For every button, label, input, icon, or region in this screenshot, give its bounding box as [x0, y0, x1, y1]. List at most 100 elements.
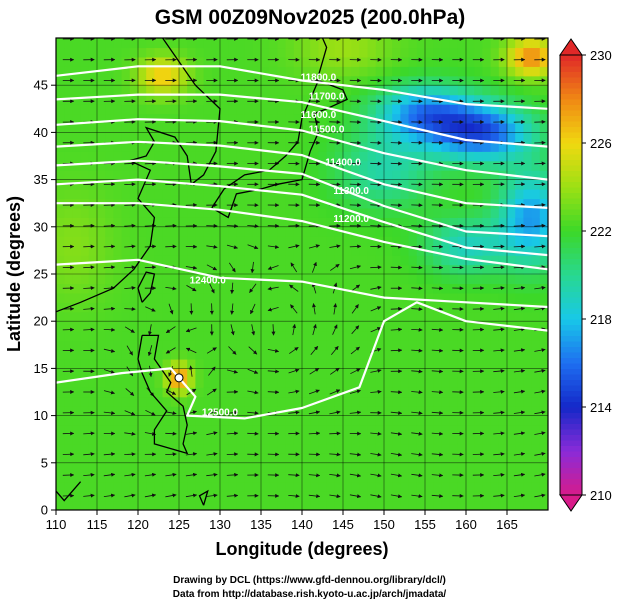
heatmap-cell [490, 217, 500, 228]
heatmap-cell [138, 151, 147, 162]
heatmap-cell [343, 75, 352, 86]
heatmap-cell [203, 113, 213, 124]
heatmap-cell [293, 170, 303, 181]
heatmap-cell [416, 38, 426, 49]
wind-arrow [144, 493, 157, 498]
heatmap-cell [408, 56, 418, 67]
heatmap-cell [162, 443, 172, 454]
heatmap-cell [425, 217, 434, 228]
heatmap-cell [302, 425, 311, 436]
heatmap-cell [97, 85, 106, 96]
heatmap-cell [310, 453, 319, 464]
heatmap-cell [392, 330, 401, 341]
heatmap-cell [220, 170, 229, 181]
heatmap-cell [195, 226, 205, 237]
heatmap-cell [244, 481, 254, 492]
heatmap-cell [449, 141, 459, 152]
heatmap-cell [220, 151, 229, 162]
heatmap-cell [56, 368, 65, 379]
heatmap-cell [515, 377, 524, 388]
heatmap-cell [318, 425, 328, 436]
wind-arrow [168, 365, 174, 377]
heatmap-cell [220, 236, 229, 247]
heatmap-cell [326, 434, 336, 445]
heatmap-cell [170, 377, 180, 388]
heatmap-cell [170, 321, 180, 332]
heatmap-cell [351, 132, 360, 143]
heatmap-cell [457, 434, 467, 445]
heatmap-cell [531, 236, 541, 247]
heatmap-cell [113, 349, 123, 360]
heatmap-cell [343, 170, 352, 181]
wind-arrow [250, 303, 256, 315]
heatmap-cell [154, 179, 164, 190]
heatmap-cell [507, 226, 516, 237]
heatmap-cell [252, 189, 262, 200]
heatmap-cell [515, 198, 524, 209]
heatmap-cell [154, 406, 164, 417]
heatmap-cell [138, 434, 147, 445]
heatmap-cell [539, 311, 548, 322]
heatmap-cell [179, 321, 188, 332]
heatmap-cell [72, 377, 82, 388]
heatmap-cell [129, 292, 139, 303]
wind-arrow [431, 286, 444, 291]
heatmap-cell [88, 207, 98, 218]
heatmap-cell [121, 387, 131, 398]
heatmap-cell [531, 321, 541, 332]
heatmap-cell [244, 330, 254, 341]
heatmap-cell [195, 462, 205, 473]
heatmap-cell [105, 160, 114, 171]
heatmap-cell [400, 226, 410, 237]
heatmap-cell [466, 453, 475, 464]
heatmap-cell [121, 302, 131, 313]
heatmap-cell [482, 283, 492, 294]
heatmap-cell [211, 443, 221, 454]
heatmap-cell [384, 198, 393, 209]
heatmap-cell [523, 472, 533, 483]
heatmap-cell [72, 141, 82, 152]
heatmap-cell [302, 264, 311, 275]
heatmap-cell [375, 330, 385, 341]
heatmap-cell [252, 425, 262, 436]
heatmap-cell [72, 179, 82, 190]
heatmap-cell [277, 340, 287, 351]
wind-arrow [288, 244, 300, 249]
wind-arrow [206, 431, 218, 436]
heatmap-cell [384, 66, 393, 77]
heatmap-cell [359, 122, 369, 133]
heatmap-cell [80, 47, 90, 58]
heatmap-cell [498, 122, 508, 133]
heatmap-cell [351, 481, 360, 492]
wind-arrow [249, 283, 257, 293]
heatmap-cell [170, 302, 180, 313]
heatmap-cell [170, 396, 180, 407]
heatmap-cell [515, 113, 524, 124]
heatmap-cell [72, 245, 82, 256]
heatmap-cell [359, 321, 369, 332]
wind-arrow [390, 494, 403, 499]
heatmap-cell [146, 434, 155, 445]
heatmap-cell [343, 160, 352, 171]
heatmap-cell [277, 104, 287, 115]
heatmap-cell [252, 302, 262, 313]
heatmap-cell [293, 56, 303, 67]
heatmap-cell [170, 500, 180, 510]
heatmap-cell [310, 396, 319, 407]
heatmap-cell [179, 38, 188, 49]
heatmap-cell [64, 434, 73, 445]
coastline [211, 79, 348, 219]
heatmap-cell [138, 226, 147, 237]
heatmap-cell [261, 38, 270, 49]
heatmap-cell [334, 349, 344, 360]
heatmap-cell [72, 47, 82, 58]
heatmap-cell [392, 113, 401, 124]
heatmap-cell [252, 443, 262, 454]
heatmap-cell [351, 160, 360, 171]
heatmap-cell [64, 255, 73, 266]
heatmap-cell [310, 160, 319, 171]
heatmap-cell [375, 377, 385, 388]
heatmap-cell [507, 264, 516, 275]
wind-arrow [247, 224, 259, 229]
heatmap-cell [441, 283, 451, 294]
